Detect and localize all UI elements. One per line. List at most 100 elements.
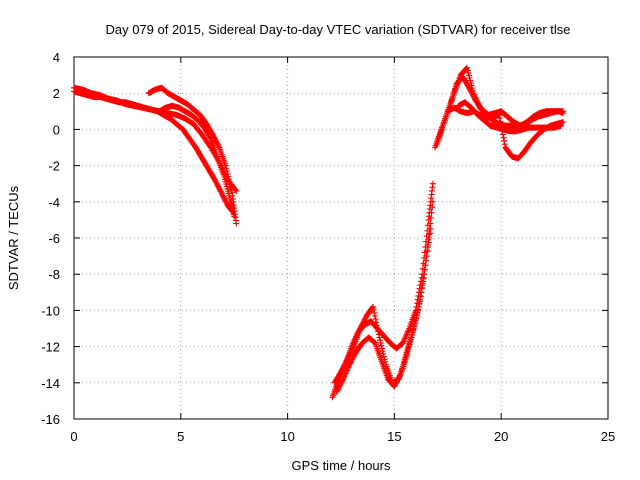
data-point [424, 247, 431, 254]
data-point [222, 162, 229, 169]
x-tick-label: 25 [601, 429, 615, 444]
data-point [343, 368, 350, 375]
data-point [371, 313, 378, 320]
data-point [339, 377, 346, 384]
chart-title: Day 079 of 2015, Sidereal Day-to-day VTE… [105, 22, 570, 37]
data-point [414, 309, 421, 316]
data-point [342, 371, 349, 378]
data-point [344, 366, 351, 373]
data-point [560, 119, 567, 126]
data-point [427, 220, 434, 227]
data-point [426, 225, 433, 232]
data-point [496, 111, 503, 118]
data-point [401, 337, 408, 344]
data-point [424, 242, 431, 249]
data-point [378, 342, 385, 349]
y-tick-label: -8 [48, 267, 60, 282]
data-point [412, 317, 419, 324]
data-point [415, 303, 422, 310]
y-tick-label: -2 [48, 159, 60, 174]
data-point [415, 306, 422, 313]
x-tick-label: 15 [387, 429, 401, 444]
data-point [558, 122, 565, 129]
data-point [401, 335, 408, 342]
data-point [233, 187, 240, 194]
data-point [420, 271, 427, 278]
data-point [410, 325, 417, 332]
data-point [416, 301, 423, 308]
data-point [342, 370, 349, 377]
data-point [379, 348, 386, 355]
data-point [372, 316, 379, 323]
x-axis-title: GPS time / hours [292, 458, 391, 473]
data-point [215, 143, 222, 150]
data-point [400, 338, 407, 345]
data-point [419, 280, 426, 287]
data-point [340, 376, 347, 383]
data-point [227, 184, 234, 191]
data-point [497, 118, 504, 125]
data-point [374, 325, 381, 332]
data-point [399, 339, 406, 346]
data-point [350, 344, 357, 351]
data-point [231, 213, 238, 220]
data-point [370, 303, 377, 310]
data-point [428, 209, 435, 216]
data-point [427, 215, 434, 222]
data-point [377, 337, 384, 344]
data-point [224, 170, 231, 177]
data-point [233, 220, 240, 227]
data-point [380, 353, 387, 360]
data-point [376, 334, 383, 341]
data-point [223, 165, 230, 172]
data-point [340, 374, 347, 381]
y-tick-label: 2 [53, 86, 60, 101]
y-tick-label: 0 [53, 122, 60, 137]
data-point [417, 298, 424, 305]
y-tick-label: -4 [48, 195, 60, 210]
data-point [377, 339, 384, 346]
data-point [371, 309, 378, 316]
y-tick-label: -12 [41, 340, 60, 355]
data-point [207, 134, 214, 141]
data-point [341, 373, 348, 380]
y-tick-label: -10 [41, 303, 60, 318]
data-point [402, 334, 409, 341]
data-point [501, 141, 508, 148]
data-point [345, 364, 352, 371]
data-point [418, 289, 425, 296]
data-point [420, 275, 427, 282]
x-tick-label: 0 [70, 429, 77, 444]
x-tick-label: 10 [280, 429, 294, 444]
data-point [403, 331, 410, 338]
data-point [370, 306, 377, 313]
data-point [496, 115, 503, 122]
x-tick-label: 20 [494, 429, 508, 444]
data-point [560, 110, 567, 117]
grid-lines [74, 57, 608, 419]
data-point [413, 314, 420, 321]
data-point [375, 331, 382, 338]
data-point [422, 262, 429, 269]
data-points [71, 64, 567, 401]
data-point [228, 187, 235, 194]
data-point [423, 253, 430, 260]
data-point [405, 328, 412, 335]
data-point [403, 332, 410, 339]
data-point [426, 231, 433, 238]
data-point [373, 322, 380, 329]
y-tick-label: -6 [48, 231, 60, 246]
data-point [499, 131, 506, 138]
y-tick-label: -16 [41, 412, 60, 427]
y-tick-label: -14 [41, 376, 60, 391]
data-point [429, 198, 436, 205]
data-point [343, 367, 350, 374]
data-point [501, 137, 508, 144]
data-point [429, 204, 436, 211]
data-point [375, 328, 382, 335]
data-point [417, 293, 424, 300]
data-point [425, 236, 432, 243]
y-axis-title: SDTVAR / TECUs [6, 185, 21, 290]
